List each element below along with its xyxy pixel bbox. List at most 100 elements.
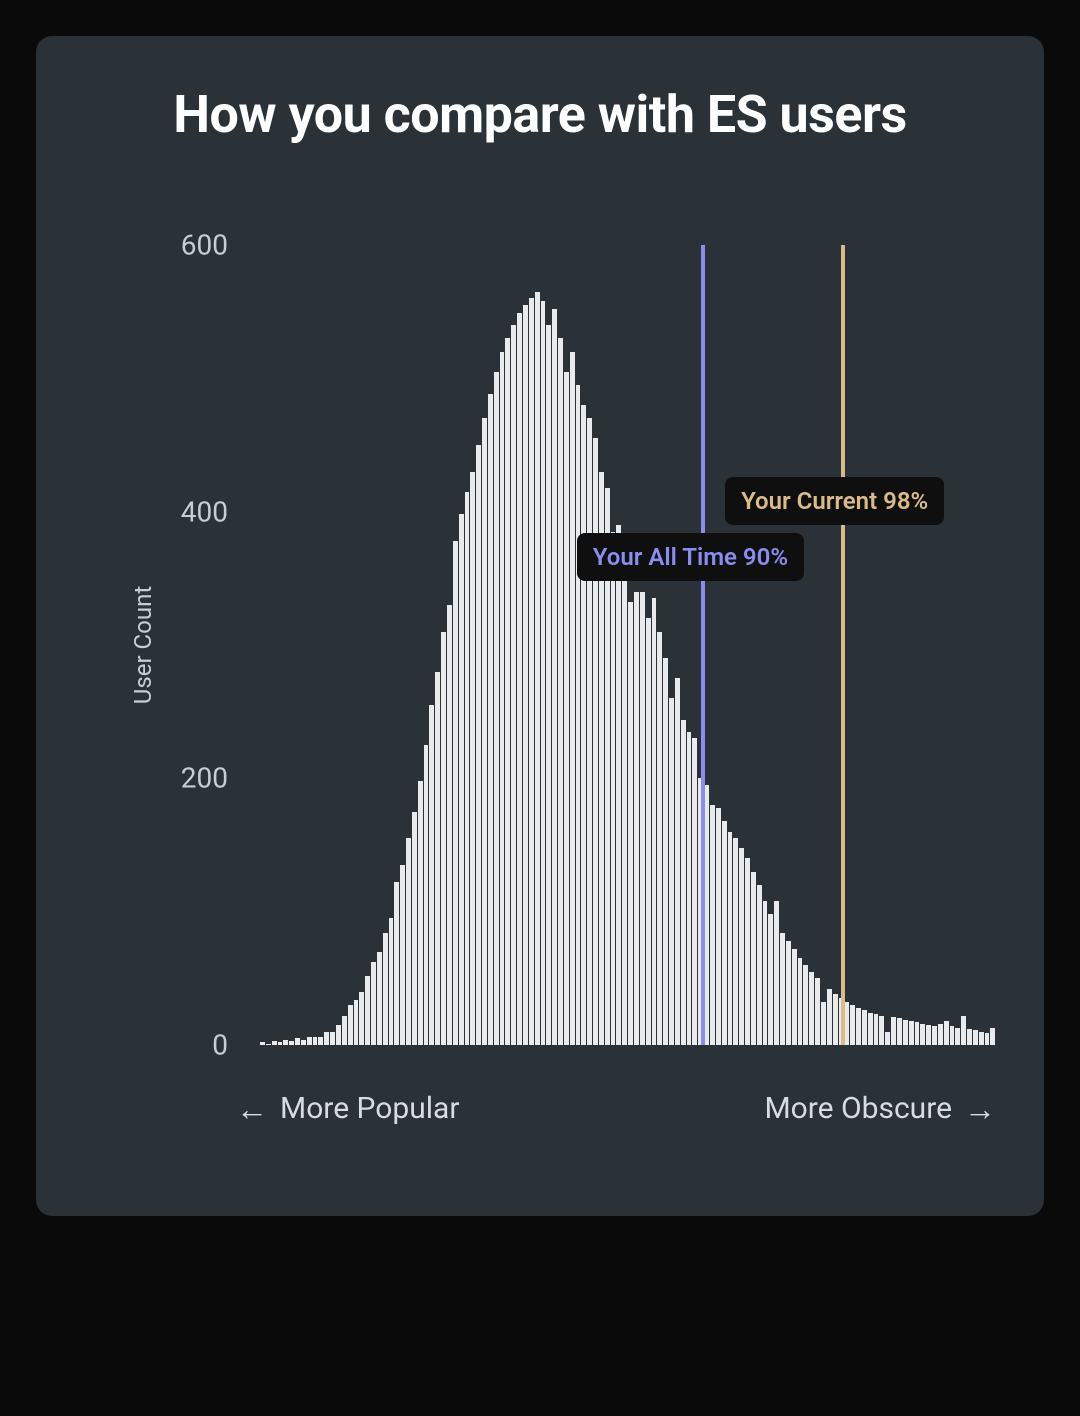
- histogram-bar: [406, 838, 411, 1045]
- x-axis-left-text: More Popular: [280, 1091, 460, 1126]
- histogram-bar: [272, 1041, 277, 1045]
- histogram-bar: [301, 1040, 306, 1045]
- histogram-bar: [289, 1041, 294, 1045]
- histogram-bar: [792, 949, 797, 1045]
- histogram-bar: [505, 338, 510, 1045]
- x-axis-right-label: More Obscure →: [764, 1091, 996, 1126]
- histogram-bar: [470, 472, 475, 1045]
- histogram-bar: [324, 1032, 329, 1045]
- histogram-bar: [786, 941, 791, 1045]
- histogram-bar: [523, 305, 528, 1045]
- histogram-bar: [687, 732, 692, 1045]
- histogram-bar: [587, 418, 592, 1045]
- histogram-bar: [371, 962, 376, 1045]
- arrow-right-icon: →: [964, 1093, 996, 1125]
- histogram-bar: [874, 1014, 879, 1045]
- histogram-bar: [313, 1037, 318, 1045]
- histogram-bar: [517, 313, 522, 1045]
- histogram-bar: [763, 901, 768, 1045]
- histogram-bar: [412, 812, 417, 1045]
- histogram-bar: [424, 745, 429, 1045]
- histogram-bar: [955, 1028, 960, 1045]
- comparison-card: How you compare with ES users User Count…: [36, 36, 1044, 1216]
- histogram-bar: [926, 1025, 931, 1045]
- card-title: How you compare with ES users: [60, 84, 1020, 145]
- histogram-bar: [266, 1044, 271, 1045]
- histogram-bar: [453, 541, 458, 1045]
- histogram-bar: [576, 385, 581, 1045]
- histogram-bar: [809, 972, 814, 1045]
- histogram-bar: [260, 1042, 265, 1045]
- histogram-bar: [862, 1010, 867, 1045]
- marker-line-current: [841, 245, 845, 1045]
- histogram-bar: [552, 309, 557, 1045]
- y-tick: 600: [181, 229, 228, 262]
- histogram-bar: [897, 1018, 902, 1045]
- histogram-bar: [564, 372, 569, 1045]
- histogram-bar: [669, 698, 674, 1045]
- histogram-bars: [260, 245, 996, 1045]
- histogram-bar: [622, 578, 627, 1045]
- histogram-bar: [441, 632, 446, 1045]
- histogram-bar: [967, 1029, 972, 1045]
- x-axis: ← More Popular More Obscure →: [236, 1091, 996, 1126]
- chart-container: User Count 0200400600 Your All Time 90%Y…: [140, 245, 996, 1045]
- histogram-bar: [757, 885, 762, 1045]
- histogram-bar: [546, 325, 551, 1045]
- histogram-bar: [570, 352, 575, 1045]
- histogram-bar: [359, 992, 364, 1045]
- histogram-bar: [365, 976, 370, 1045]
- arrow-left-icon: ←: [236, 1093, 268, 1125]
- histogram-bar: [295, 1038, 300, 1045]
- histogram-bar: [733, 838, 738, 1045]
- histogram-bar: [944, 1021, 949, 1045]
- histogram-bar: [581, 405, 586, 1045]
- histogram-bar: [973, 1030, 978, 1045]
- histogram-bar: [389, 918, 394, 1045]
- histogram-bar: [394, 882, 399, 1045]
- histogram-bar: [377, 952, 382, 1045]
- histogram-bar: [429, 705, 434, 1045]
- histogram-bar: [278, 1042, 283, 1045]
- histogram-bar: [780, 933, 785, 1045]
- marker-label-all-time: Your All Time 90%: [577, 533, 804, 581]
- histogram-bar: [336, 1025, 341, 1045]
- histogram-bar: [681, 720, 686, 1045]
- histogram-bar: [611, 532, 616, 1045]
- histogram-bar: [342, 1016, 347, 1045]
- histogram-bar: [511, 325, 516, 1045]
- histogram-bar: [640, 592, 645, 1045]
- histogram-bar: [465, 492, 470, 1045]
- histogram-bar: [990, 1028, 995, 1045]
- histogram-bar: [383, 933, 388, 1045]
- histogram-bar: [529, 298, 534, 1045]
- histogram-bar: [348, 1005, 353, 1045]
- histogram-bar: [657, 632, 662, 1045]
- histogram-bar: [798, 958, 803, 1045]
- marker-label-current: Your Current 98%: [725, 477, 944, 525]
- histogram-bar: [768, 914, 773, 1045]
- histogram-bar: [961, 1016, 966, 1045]
- histogram-bar: [891, 1017, 896, 1045]
- histogram-bar: [979, 1032, 984, 1045]
- plot-area: Your All Time 90% Your Current 98%: [260, 245, 996, 1045]
- histogram-bar: [330, 1032, 335, 1045]
- histogram-bar: [354, 1000, 359, 1045]
- histogram-bar: [435, 672, 440, 1045]
- histogram-bar: [950, 1026, 955, 1045]
- histogram-bar: [745, 858, 750, 1045]
- histogram-bar: [856, 1008, 861, 1045]
- histogram-bar: [728, 832, 733, 1045]
- histogram-bar: [494, 372, 499, 1045]
- histogram-bar: [985, 1033, 990, 1045]
- histogram-bar: [803, 965, 808, 1045]
- histogram-bar: [418, 781, 423, 1045]
- histogram-bar: [541, 301, 546, 1045]
- histogram-bar: [558, 338, 563, 1045]
- histogram-bar: [710, 805, 715, 1045]
- histogram-bar: [879, 1016, 884, 1045]
- histogram-bar: [459, 514, 464, 1045]
- x-axis-left-label: ← More Popular: [236, 1091, 460, 1126]
- histogram-bar: [663, 658, 668, 1045]
- histogram-bar: [628, 602, 633, 1045]
